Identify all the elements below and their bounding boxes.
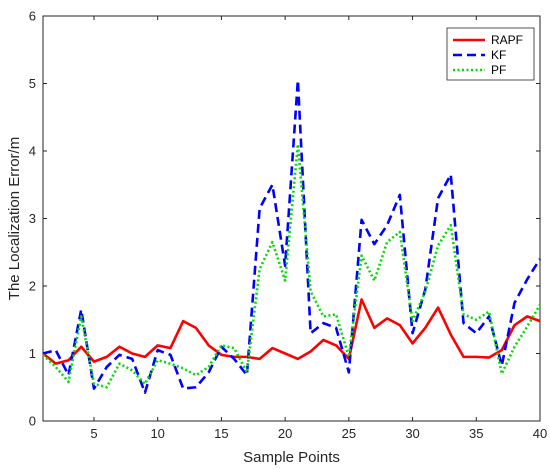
series-line-rapf bbox=[42, 298, 541, 365]
x-tick-label: 35 bbox=[469, 426, 483, 441]
y-tick-label: 0 bbox=[29, 414, 36, 429]
y-axis-label: The Localization Error/m bbox=[6, 137, 23, 300]
y-tick-label: 1 bbox=[29, 346, 36, 361]
y-tick-label: 4 bbox=[29, 144, 36, 159]
x-tick-label: 25 bbox=[342, 426, 356, 441]
x-tick-label: 10 bbox=[150, 426, 164, 441]
x-tick-label: 30 bbox=[405, 426, 419, 441]
series-line-kf bbox=[42, 78, 542, 394]
x-tick-label: 5 bbox=[90, 426, 97, 441]
y-tick-label: 5 bbox=[29, 76, 36, 91]
x-tick-label: 15 bbox=[214, 426, 228, 441]
legend-label-pf: PF bbox=[491, 63, 506, 77]
legend-label-kf: KF bbox=[491, 48, 506, 62]
series-line-pf bbox=[42, 142, 542, 389]
y-tick-label: 6 bbox=[29, 9, 36, 24]
series-layer bbox=[42, 78, 542, 394]
y-tick-label: 2 bbox=[29, 279, 36, 294]
legend-label-rapf: RAPF bbox=[491, 33, 523, 47]
y-tick-label: 3 bbox=[29, 211, 36, 226]
x-tick-label: 40 bbox=[533, 426, 547, 441]
y-axis: 0 1 2 3 4 5 6 bbox=[29, 9, 540, 429]
x-axis: 5 10 15 20 25 30 35 40 bbox=[90, 16, 547, 441]
x-axis-label: Sample Points bbox=[243, 449, 340, 466]
x-tick-label: 20 bbox=[278, 426, 292, 441]
